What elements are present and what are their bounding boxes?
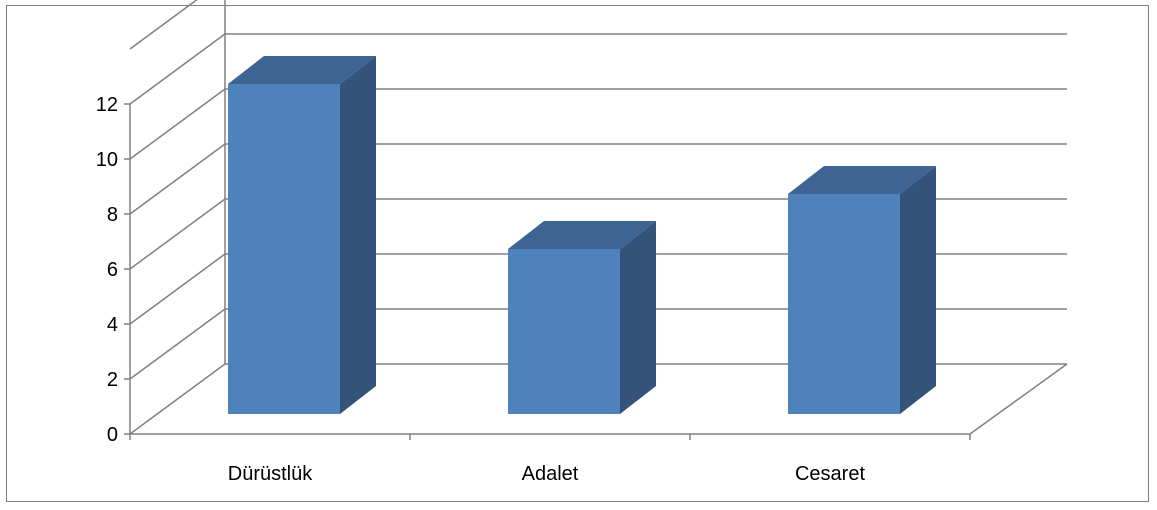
- bar-side-face: [340, 56, 376, 414]
- floor-right-edge: [969, 363, 1068, 435]
- label-layer: 0 2 4 6 8 10 12 Dürüstlük Adalet Cesaret: [96, 94, 866, 485]
- gridline-diagonal: [129, 88, 226, 160]
- bar-front-face: [508, 249, 620, 414]
- x-category-label: Dürüstlük: [228, 463, 313, 485]
- gridline-diagonal: [129, 363, 226, 435]
- y-tick-label: 6: [107, 259, 118, 281]
- x-category-label: Adalet: [522, 463, 579, 485]
- bar-3: [788, 166, 936, 414]
- bar-2: [508, 221, 656, 414]
- bar-1: [228, 56, 376, 414]
- bar-side-face: [900, 166, 936, 414]
- y-tick-label: 10: [96, 149, 118, 171]
- bar-top-face: [788, 166, 936, 194]
- gridline-diagonal: [129, 308, 226, 380]
- x-category-label: Cesaret: [795, 463, 865, 485]
- y-tick-label: 0: [107, 424, 118, 446]
- bar-front-face: [788, 194, 900, 414]
- y-tick-label: 12: [96, 94, 118, 116]
- gridline-diagonal: [129, 33, 226, 105]
- gridline-diagonal: [129, 253, 226, 325]
- y-tick-label: 8: [107, 204, 118, 226]
- bar-top-face: [228, 56, 376, 84]
- gridline-diagonal: [129, 198, 226, 270]
- bar-top-face: [508, 221, 656, 249]
- gridline-diagonal: [129, 0, 198, 50]
- bar-front-face: [228, 84, 340, 414]
- gridline-diagonal: [129, 143, 226, 215]
- y-tick-label: 2: [107, 369, 118, 391]
- y-tick-label: 4: [107, 314, 118, 336]
- bar-layer: [228, 56, 936, 414]
- bar-side-face: [620, 221, 656, 414]
